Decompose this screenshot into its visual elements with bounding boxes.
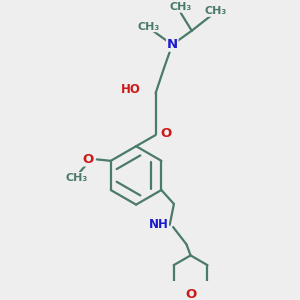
Text: O: O xyxy=(82,153,94,166)
Text: HO: HO xyxy=(120,83,140,96)
Text: CH₃: CH₃ xyxy=(169,2,192,12)
Text: N: N xyxy=(167,38,178,51)
Text: O: O xyxy=(160,127,172,140)
Text: NH: NH xyxy=(148,218,168,231)
Text: O: O xyxy=(185,288,196,300)
Text: CH₃: CH₃ xyxy=(204,6,226,16)
Text: CH₃: CH₃ xyxy=(66,172,88,182)
Text: CH₃: CH₃ xyxy=(137,22,160,32)
